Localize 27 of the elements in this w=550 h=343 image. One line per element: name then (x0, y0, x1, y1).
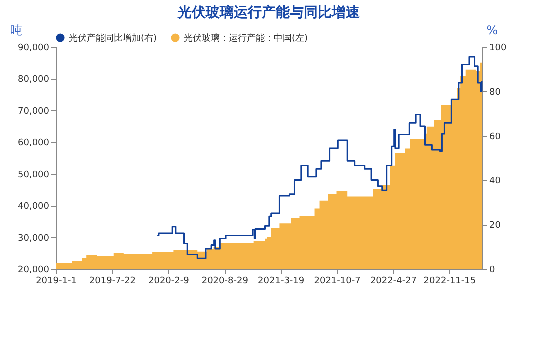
x-tick-label: 2022-11-15 (424, 276, 476, 286)
y2-tick-label: 0 (490, 266, 496, 276)
y2-tick-label: 20 (490, 221, 502, 232)
y-tick-label: 70,000 (18, 106, 50, 117)
y-tick-label: 50,000 (18, 170, 50, 180)
y-tick-label: 60,000 (18, 138, 50, 149)
y-tick-label: 30,000 (18, 234, 50, 244)
y2-tick-label: 40 (490, 176, 502, 187)
y-tick-label: 90,000 (18, 44, 50, 54)
x-tick-label: 2020-8-29 (202, 276, 249, 286)
x-tick-label: 2022-4-27 (370, 276, 418, 286)
x-tick-label: 2020-2-9 (148, 276, 190, 286)
y-tick-label: 40,000 (18, 202, 50, 212)
y2-tick-label: 80 (490, 88, 502, 98)
x-tick-label: 2021-3-19 (258, 276, 305, 286)
y2-tick-label: 100 (490, 44, 507, 54)
y-tick-label: 20,000 (18, 266, 50, 276)
x-tick-label: 2021-10-7 (314, 276, 361, 286)
y-tick-label: 80,000 (18, 75, 50, 86)
chart-title: 光伏玻璃运行产能与同比增速 (177, 4, 361, 21)
y2-tick-label: 60 (490, 132, 502, 142)
x-tick-label: 2019-7-22 (89, 276, 136, 286)
y2-axis-title: % (486, 24, 498, 38)
y-axis-title: 吨 (10, 24, 22, 38)
x-tick-label: 2019-1-1 (36, 276, 77, 286)
legend-label: 光伏产能同比增加(右) (69, 32, 158, 44)
legend-label: 光伏玻璃：运行产能：中国(左) (184, 32, 308, 44)
